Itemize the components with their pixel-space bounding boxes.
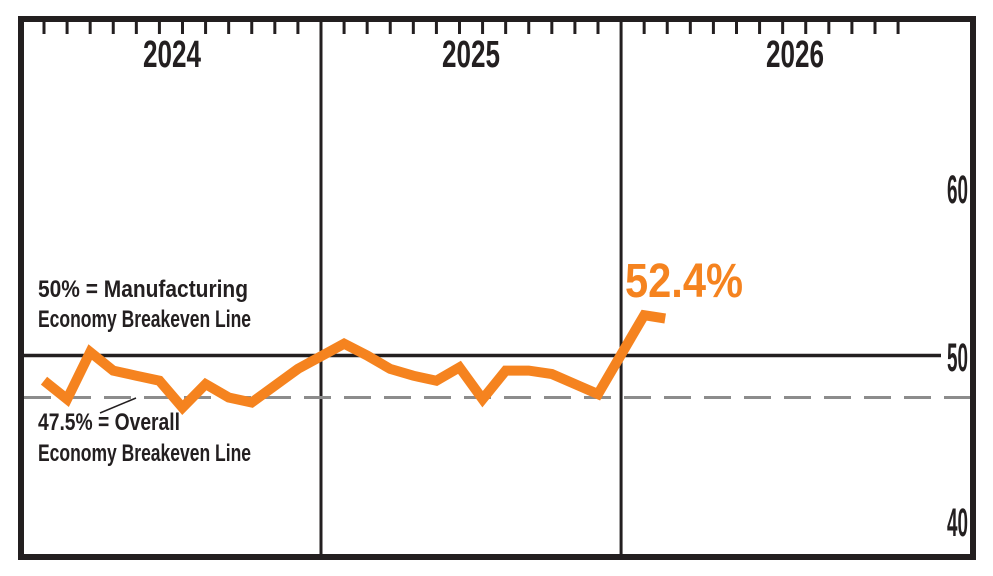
callout-line [99,397,137,414]
y-axis-label-40: 40 [947,501,968,545]
annotation-50-line2: Economy Breakeven Line [38,306,251,333]
annotation-47-5-line1: 47.5% = Overall [38,409,180,436]
year-label-2026: 2026 [766,34,824,76]
annotation-47-5-line2: Economy Breakeven Line [38,440,251,467]
forecast-value-label: 52.4% [625,255,743,308]
breakeven-lines [24,353,970,399]
pmi-line [40,309,666,415]
month-ticks [42,22,900,34]
year-dividers [319,22,623,554]
pmi-line-path [40,309,666,415]
y-axis-label-50: 50 [947,336,968,380]
year-label-2025: 2025 [442,34,500,76]
annotation-50-line1: 50% = Manufacturing [38,276,248,303]
year-label-2024: 2024 [143,34,201,76]
chart-frame [18,16,976,560]
y-axis-label-60: 60 [947,168,968,212]
